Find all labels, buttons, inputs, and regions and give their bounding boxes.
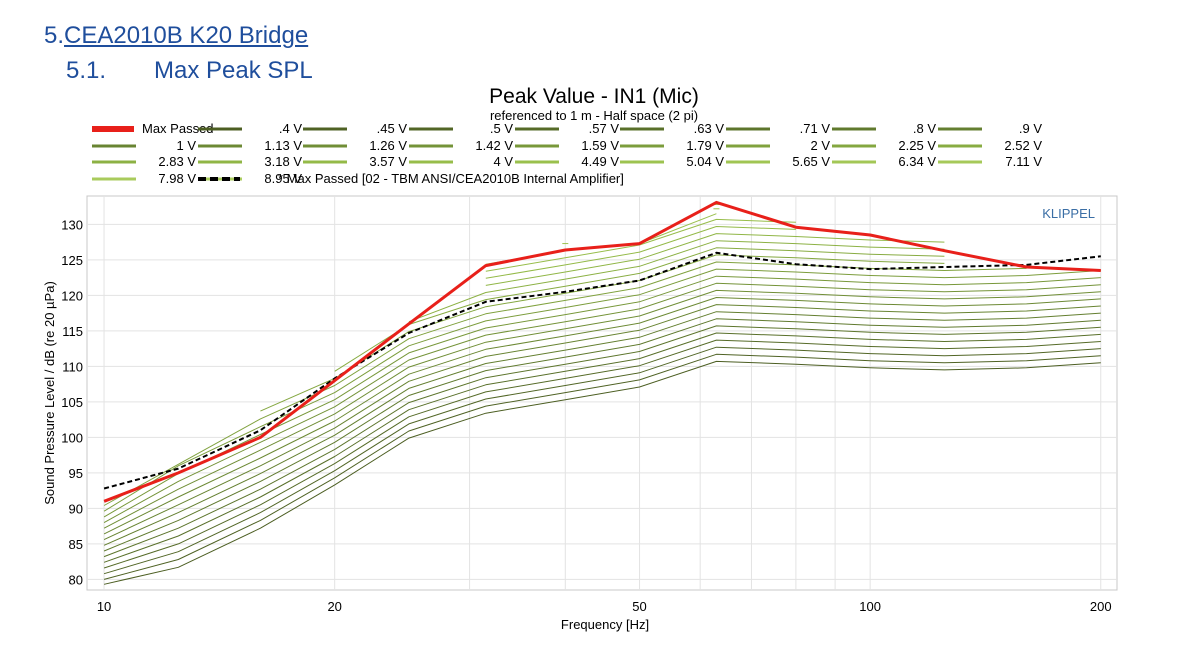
legend-label: 7.11 V (1005, 154, 1042, 169)
x-tick-label: 10 (97, 599, 111, 614)
x-tick-label: 200 (1090, 599, 1112, 614)
y-tick-label: 100 (61, 430, 83, 445)
series-max-passed-line (103, 200, 1101, 503)
legend-label: .63 V (694, 121, 725, 136)
legend-label: 6.34 V (898, 154, 936, 169)
legend-label: .45 V (377, 121, 408, 136)
legend-label: Max Passed (142, 121, 214, 136)
series-45-v-line (103, 353, 1101, 580)
y-tick-label: 80 (69, 572, 83, 587)
series-63-v-line (103, 332, 1101, 563)
series-1-42-v-line (103, 282, 1101, 524)
series-1-13-v-line (103, 297, 1101, 535)
legend-label: .4 V (279, 121, 302, 136)
series-1-v-line (103, 304, 1101, 541)
legend-label: 4 V (493, 154, 513, 169)
chart-subtitle: referenced to 1 m - Half space (2 pi) (490, 108, 698, 123)
series-3-18-v-line (485, 233, 945, 286)
grid (87, 196, 1117, 590)
series-1-26-v-line (103, 289, 1101, 529)
x-tick-label: 50 (632, 599, 646, 614)
series-4-v-line (103, 360, 1101, 585)
legend-label: 1 V (176, 138, 196, 153)
x-axis-ticks: 10 20 50 100 200 (97, 599, 1112, 614)
legend-label: .57 V (589, 121, 620, 136)
legend-label: .8 V (913, 121, 936, 136)
section-heading: 5.CEA2010B K20 Bridge (44, 22, 308, 50)
y-tick-label: 90 (69, 501, 83, 516)
watermark-klippel: KLIPPEL (1042, 206, 1095, 221)
y-tick-label: 120 (61, 288, 83, 303)
series-57-v-line (103, 339, 1101, 569)
subsection-heading: 5.1. Max Peak SPL (66, 57, 313, 85)
y-axis-ticks: 80 85 90 95 100 105 110 115 120 125 130 (61, 217, 83, 587)
legend-label: 1.26 V (369, 138, 407, 153)
series-3-57-v-line (485, 226, 796, 279)
series-5-v-line (103, 346, 1101, 575)
legend-label: 4.49 V (581, 154, 619, 169)
y-tick-label: 115 (62, 324, 83, 339)
legend-label: * Max Passed [02 - TBM ANSI/CEA2010B Int… (278, 171, 624, 186)
y-tick-label: 85 (69, 537, 83, 552)
legend-label: .5 V (490, 121, 513, 136)
legend-label: 1.59 V (581, 138, 619, 153)
legend-label: 2 V (810, 138, 830, 153)
y-tick-label: 105 (61, 395, 83, 410)
x-axis-label: Frequency [Hz] (561, 617, 649, 632)
series-71-v-line (103, 325, 1101, 558)
series-2-52-v-line (334, 247, 945, 372)
section-number: 5. (44, 22, 65, 49)
legend-label: .71 V (800, 121, 831, 136)
legend-label: .9 V (1019, 121, 1042, 136)
series-8-v-line (103, 318, 1101, 552)
series-9-v-line (103, 311, 1101, 546)
legend-label: 2.25 V (898, 138, 936, 153)
y-tick-label: 125 (61, 253, 83, 268)
legend-label: 2.83 V (158, 154, 196, 169)
y-axis-label: Sound Pressure Level / dB (re 20 µPa) (42, 281, 57, 505)
series-group (103, 200, 1101, 585)
section-title-link[interactable]: CEA2010B K20 Bridge (64, 22, 309, 49)
y-tick-label: 130 (61, 217, 83, 232)
legend-label: 5.65 V (792, 154, 830, 169)
legend-label: 8.95 V (264, 171, 302, 186)
series-2-83-v-line (408, 240, 945, 323)
series-max-passed-02-tbm-ansi-cea2010b-internal-amplifier-line (103, 251, 1101, 490)
legend-label: 2.52 V (1004, 138, 1042, 153)
x-tick-label: 20 (327, 599, 341, 614)
legend-label: 1.13 V (264, 138, 302, 153)
legend-label: 1.42 V (475, 138, 513, 153)
legend-label: 7.98 V (158, 171, 196, 186)
series-1-79-v-line (103, 268, 1101, 512)
legend-label: 3.57 V (369, 154, 407, 169)
legend: Max Passed .4 V .45 V .5 V .57 V .63 V .71 V .8… (92, 121, 1042, 186)
y-tick-label: 110 (62, 359, 83, 374)
legend-label: 3.18 V (264, 154, 302, 169)
chart-title: Peak Value - IN1 (Mic) (489, 85, 699, 108)
x-tick-label: 100 (859, 599, 881, 614)
legend-label: 5.04 V (686, 154, 724, 169)
legend-label: 1.79 V (686, 138, 724, 153)
y-tick-label: 95 (69, 466, 83, 481)
subsection-number: 5.1. (66, 57, 107, 84)
subsection-title: Max Peak SPL (154, 57, 313, 84)
